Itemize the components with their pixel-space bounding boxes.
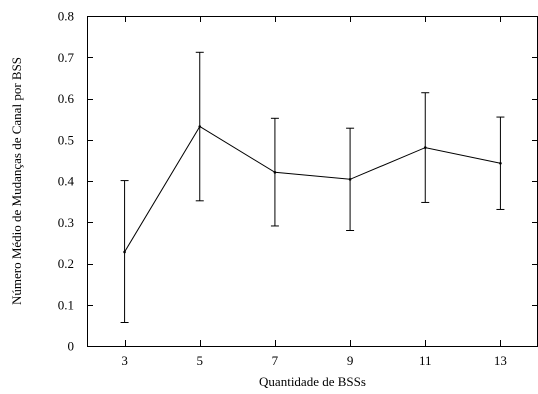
data-point bbox=[348, 178, 352, 181]
x-tick-label: 11 bbox=[419, 353, 432, 368]
y-tick-label: 0.8 bbox=[58, 9, 74, 24]
series-line bbox=[124, 125, 501, 253]
y-tick-label: 0.4 bbox=[58, 174, 75, 189]
x-tick-label: 5 bbox=[197, 353, 204, 368]
series-layer bbox=[120, 51, 505, 323]
y-tick-label: 0.7 bbox=[58, 50, 75, 65]
x-tick-label: 13 bbox=[494, 353, 507, 368]
y-axis: 0 0.1 0.2 0.3 0.4 0.5 0.6 0.7 0.8 bbox=[58, 9, 538, 354]
x-tick-label: 7 bbox=[272, 353, 279, 368]
y-tick-label: 0 bbox=[68, 339, 75, 354]
data-point bbox=[499, 161, 502, 165]
plot-area-border bbox=[87, 16, 538, 347]
y-axis-title: Número Médio de Mudanças de Canal por BS… bbox=[9, 57, 24, 305]
data-point bbox=[123, 250, 126, 254]
data-point bbox=[198, 125, 202, 128]
y-tick-label: 0.6 bbox=[58, 91, 75, 106]
x-tick-label: 3 bbox=[121, 353, 128, 368]
y-tick-label: 0.3 bbox=[58, 215, 74, 230]
data-point bbox=[423, 146, 427, 149]
x-axis: 3 5 7 9 11 13 bbox=[121, 16, 507, 368]
x-tick-label: 9 bbox=[347, 353, 354, 368]
y-tick-label: 0.2 bbox=[58, 256, 74, 271]
y-tick-label: 0.5 bbox=[58, 132, 74, 147]
y-tick-label: 0.1 bbox=[58, 297, 74, 312]
data-point bbox=[273, 171, 277, 174]
x-axis-title: Quantidade de BSSs bbox=[259, 374, 366, 389]
plot-frame bbox=[87, 16, 538, 347]
